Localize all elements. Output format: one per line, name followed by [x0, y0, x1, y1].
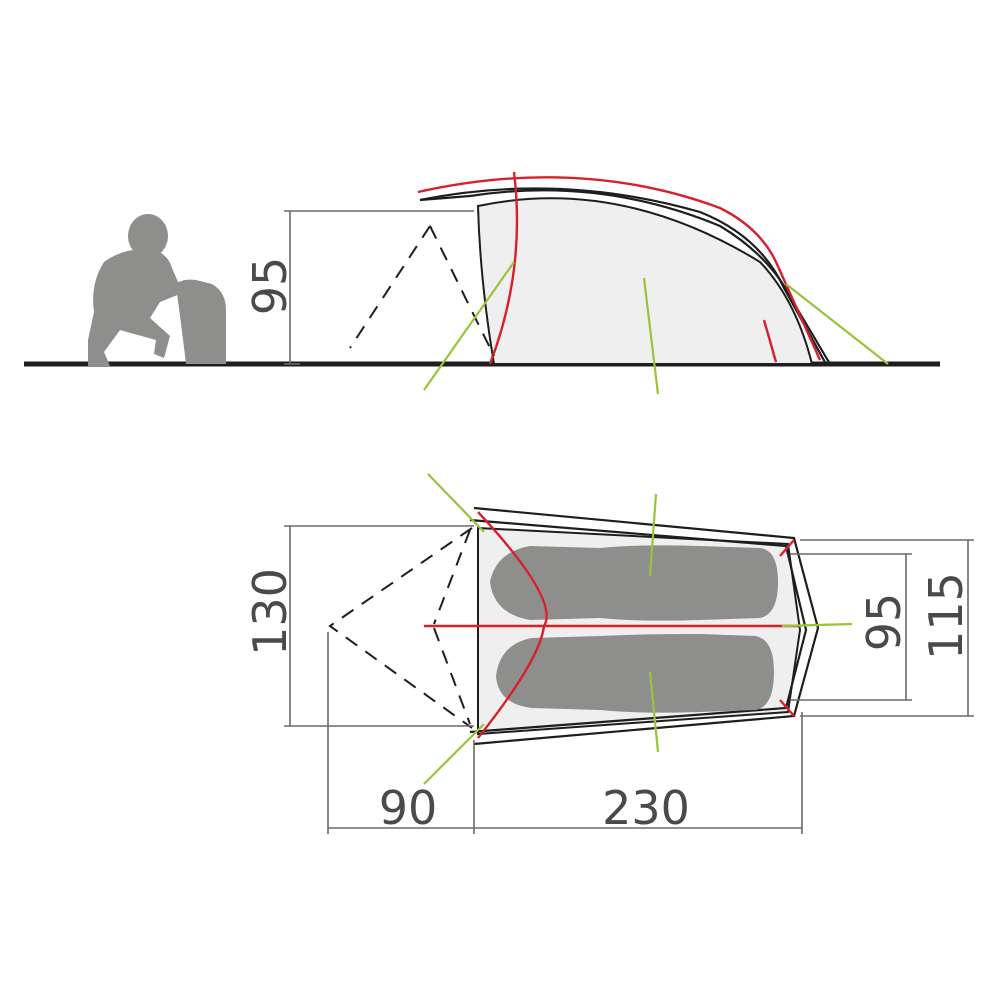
plan-rear-pole-bottom [779, 699, 795, 717]
side-view: 95 [24, 171, 940, 395]
sleeping-bag-person-icon [496, 634, 774, 713]
plan-inner-width-label: 95 [857, 593, 911, 652]
plan-guyline-side-top [648, 493, 658, 577]
side-fly-inner-outline [469, 189, 831, 365]
crouching-person-icon [88, 214, 190, 366]
side-guyline-middle [642, 277, 660, 395]
plan-width-label: 130 [243, 568, 297, 656]
plan-vestibule-dash-top [433, 529, 471, 625]
plan-vestibule-length-label: 90 [379, 781, 438, 835]
side-fly-outline [419, 187, 827, 365]
backpack-icon [176, 279, 226, 364]
plan-arch-pole [477, 511, 548, 739]
plan-fly-outline [473, 506, 820, 746]
side-rear-pole [762, 319, 778, 363]
plan-vestibule-dash-bottom [433, 627, 471, 725]
plan-fly-inner-outline [469, 518, 808, 734]
plan-vestibule-dash [328, 527, 473, 729]
plan-inner-length-label: 230 [602, 781, 690, 835]
side-guyline-front [423, 261, 515, 391]
side-guyline-rear [785, 283, 889, 365]
side-main-pole [417, 176, 822, 361]
plan-guyline-side-bottom [648, 671, 660, 753]
plan-guyline-front-top [427, 473, 485, 533]
plan-outer-width-label: 115 [919, 572, 973, 660]
side-vestibule-dash-2 [429, 225, 495, 357]
plan-rear-pole-top [779, 539, 795, 557]
side-vestibule-edge [419, 194, 471, 202]
plan-guyline-rear [781, 622, 853, 628]
side-height-label: 95 [243, 257, 297, 316]
plan-guyline-front-bottom [423, 723, 485, 785]
sleeping-bag-person-icon [490, 545, 778, 621]
plan-view: 130 95 115 90 230 [243, 473, 974, 835]
side-arch-pole [488, 171, 519, 365]
side-vestibule-dash-1 [349, 225, 431, 349]
